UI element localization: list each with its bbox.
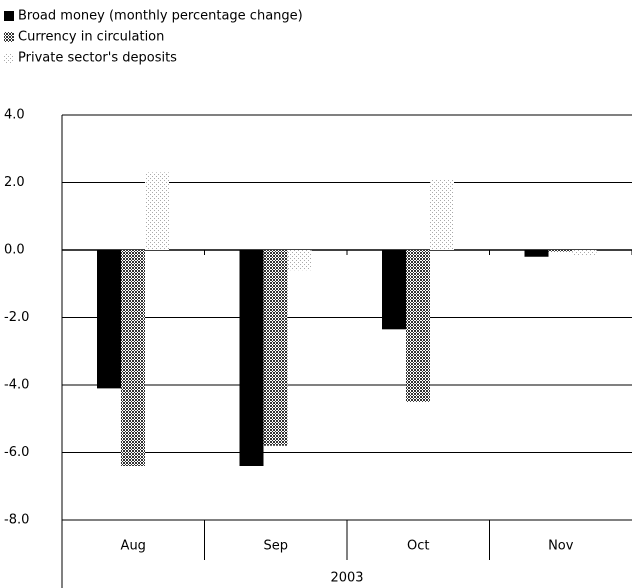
y-tick-label: -4.0 (4, 378, 29, 393)
bar (287, 250, 312, 271)
y-tick-label: 0.0 (4, 243, 25, 258)
legend-label: Broad money (monthly percentage change) (18, 9, 303, 24)
y-tick-label: -8.0 (4, 513, 29, 528)
x-tick-label: Oct (407, 539, 429, 554)
bar (406, 250, 430, 402)
legend-swatch (4, 53, 14, 63)
bar (572, 250, 597, 256)
bar (524, 250, 549, 257)
y-tick-label: -2.0 (4, 310, 29, 325)
bar (382, 250, 406, 330)
group-label: 2003 (330, 571, 363, 586)
bar (145, 172, 169, 250)
legend-label: Private sector's deposits (18, 51, 177, 66)
x-tick-label: Aug (121, 539, 146, 554)
bar (97, 250, 121, 389)
legend-label: Currency in circulation (18, 30, 164, 45)
x-tick-label: Sep (263, 539, 288, 554)
bar (548, 250, 573, 252)
legend-swatch (4, 11, 14, 21)
bar (121, 250, 145, 466)
bar (239, 250, 264, 466)
bar (263, 250, 288, 446)
y-tick-label: 2.0 (4, 175, 25, 190)
bar (430, 179, 454, 250)
y-tick-label: -6.0 (4, 445, 29, 460)
legend-swatch (4, 32, 14, 42)
y-tick-label: 4.0 (4, 108, 25, 123)
x-tick-label: Nov (548, 539, 574, 554)
